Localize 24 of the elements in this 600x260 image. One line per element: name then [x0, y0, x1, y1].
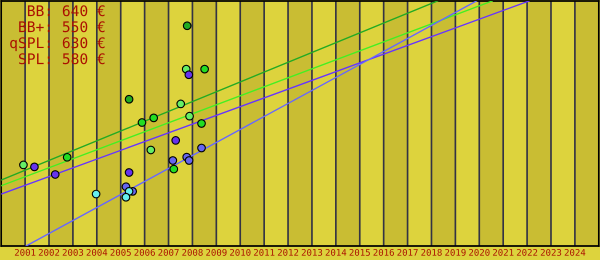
x-tick-label: 2006	[134, 248, 155, 256]
x-tick-label: 2002	[38, 248, 60, 256]
x-tick-label: 2008	[182, 248, 203, 256]
x-tick-label: 2014	[326, 248, 346, 256]
x-tick-label: 2015	[350, 248, 370, 256]
x-tick-label: 2024	[564, 248, 586, 256]
x-tick-label: 2010	[230, 248, 251, 256]
x-tick-label: 2011	[254, 248, 274, 256]
x-tick-label: 2022	[516, 248, 538, 256]
x-tick-label: 2021	[492, 248, 514, 256]
x-tick-label: 2005	[110, 248, 131, 256]
x-tick-label: 2019	[445, 248, 466, 256]
x-tick-label: 2007	[158, 248, 179, 256]
x-tick-label: 2018	[421, 248, 442, 256]
x-tick-label: 2023	[540, 248, 562, 256]
x-tick-label: 2017	[397, 248, 418, 256]
x-tick-label: 2020	[469, 248, 490, 256]
x-tick-label: 2009	[206, 248, 227, 256]
x-tick-label: 2012	[278, 248, 298, 256]
x-tick-label: 2016	[373, 248, 394, 256]
x-tick-label: 2013	[302, 248, 322, 256]
x-tick-label: 2001	[14, 248, 36, 256]
x-tick-label: 2004	[86, 248, 108, 256]
x-tick-label: 2003	[62, 248, 84, 256]
